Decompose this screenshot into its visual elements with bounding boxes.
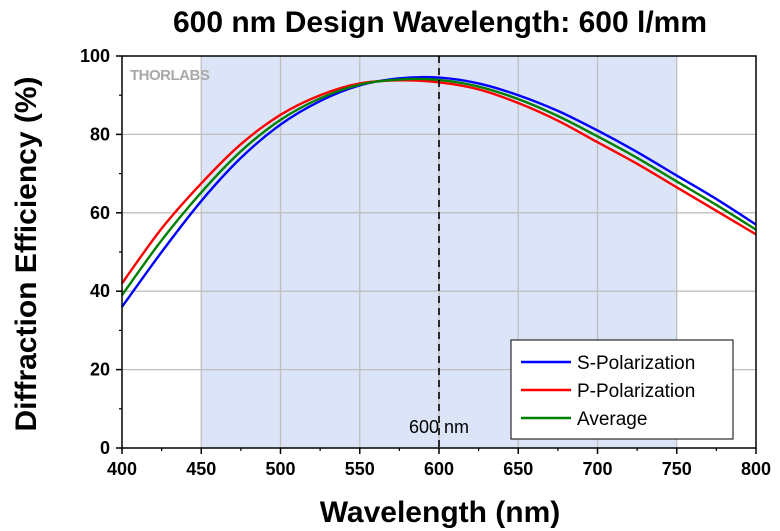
y-tick-label: 20 bbox=[90, 360, 110, 380]
x-tick-label: 800 bbox=[741, 459, 771, 479]
x-tick-label: 550 bbox=[345, 459, 375, 479]
legend: S-Polarization P-Polarization Average bbox=[510, 339, 734, 440]
y-tick-label: 100 bbox=[80, 46, 110, 66]
y-tick-label: 40 bbox=[90, 281, 110, 301]
y-tick-label: 80 bbox=[90, 124, 110, 144]
legend-label: S-Polarization bbox=[577, 353, 695, 374]
axis-ticks: 400 450 500 550 600 650 700 750 800 0 20 40 60 80 100 bbox=[80, 46, 771, 479]
legend-label: Average bbox=[577, 409, 647, 430]
x-tick-label: 600 bbox=[424, 459, 454, 479]
y-axis-label: Diffraction Efficiency (%) bbox=[10, 76, 43, 431]
x-axis-label: Wavelength (nm) bbox=[320, 496, 561, 529]
thorlabs-logo: THORLABS bbox=[130, 67, 210, 84]
x-tick-label: 750 bbox=[662, 459, 692, 479]
x-tick-label: 400 bbox=[107, 459, 137, 479]
x-tick-label: 700 bbox=[582, 459, 612, 479]
y-tick-label: 60 bbox=[90, 203, 110, 223]
x-tick-label: 500 bbox=[265, 459, 295, 479]
chart-title: 600 nm Design Wavelength: 600 l/mm bbox=[173, 6, 707, 39]
series-line-average bbox=[121, 77, 757, 296]
legend-label: P-Polarization bbox=[577, 381, 695, 402]
design-wavelength-label: 600 nm bbox=[409, 417, 469, 437]
x-tick-label: 650 bbox=[503, 459, 533, 479]
series-line-s-polarization bbox=[121, 75, 757, 308]
y-tick-label: 0 bbox=[100, 438, 110, 458]
x-tick-label: 450 bbox=[186, 459, 216, 479]
